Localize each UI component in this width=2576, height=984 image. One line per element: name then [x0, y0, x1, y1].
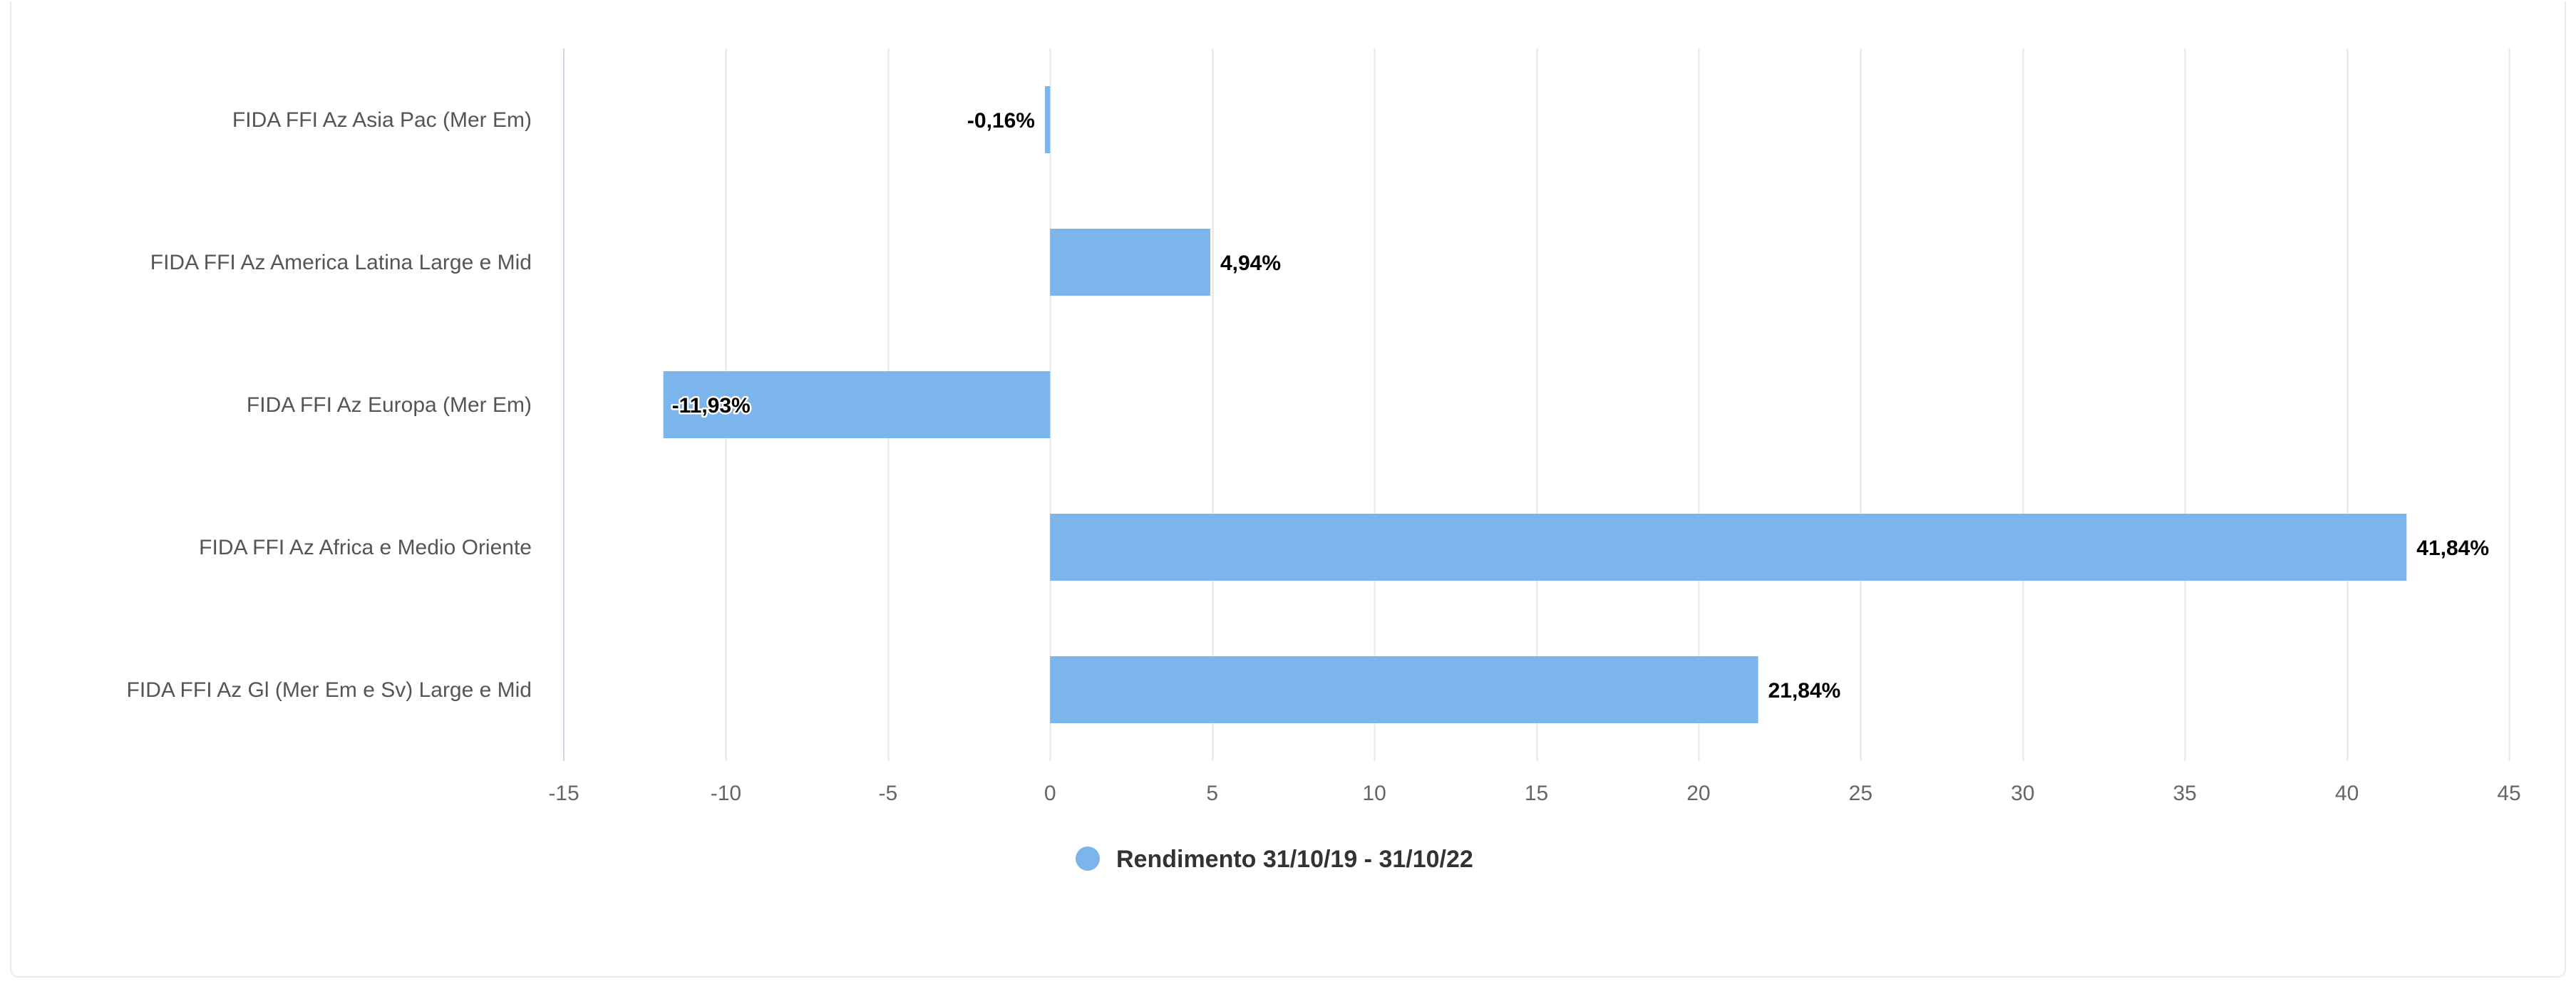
category-label: FIDA FFI Az Europa (Mer Em): [247, 393, 532, 417]
data-label: 21,84%: [1768, 679, 1841, 703]
bar: [1050, 514, 2407, 581]
category-label: FIDA FFI Az Gl (Mer Em e Sv) Large e Mid: [127, 678, 532, 702]
x-tick-label: 45: [2497, 782, 2520, 805]
x-tick-label: 5: [1206, 782, 1218, 805]
x-tick-label: 0: [1044, 782, 1056, 805]
x-tick-label: -10: [711, 782, 741, 805]
data-label: 41,84%: [2416, 537, 2489, 560]
category-label: FIDA FFI Az Africa e Medio Oriente: [199, 536, 532, 559]
bar: [663, 371, 1051, 438]
category-label: FIDA FFI Az America Latina Large e Mid: [150, 251, 532, 274]
data-label: -0,16%: [967, 109, 1035, 133]
x-axis-tick-labels: -15 -10 -5 0 5 10 15 20 25 30 35 40 45: [548, 782, 2520, 805]
data-labels: -0,16% 4,94% -11,93% 41,84% 21,84%: [670, 109, 2489, 703]
bar: [1050, 656, 1758, 723]
x-tick-label: 25: [1849, 782, 1872, 805]
x-tick-label: 30: [2011, 782, 2034, 805]
x-tick-label: 10: [1362, 782, 1386, 805]
chart-card: [10, 1, 2566, 978]
legend-item-label[interactable]: Rendimento 31/10/19 - 31/10/22: [1116, 846, 1473, 873]
category-labels: FIDA FFI Az Asia Pac (Mer Em) FIDA FFI Az…: [127, 108, 532, 702]
x-tick-label: 20: [1686, 782, 1710, 805]
data-label: -11,93%: [672, 394, 751, 418]
x-tick-label: -15: [548, 782, 579, 805]
legend-marker[interactable]: [1076, 846, 1100, 871]
x-tick-label: 35: [2173, 782, 2196, 805]
x-tick-label: 40: [2335, 782, 2359, 805]
x-tick-label: -5: [878, 782, 897, 805]
legend[interactable]: Rendimento 31/10/19 - 31/10/22: [1076, 846, 1473, 873]
bar: [1050, 229, 1210, 296]
category-label: FIDA FFI Az Asia Pac (Mer Em): [232, 108, 532, 132]
bar: [1044, 86, 1051, 153]
data-label: 4,94%: [1220, 252, 1281, 275]
x-tick-label: 15: [1525, 782, 1548, 805]
bars: [663, 86, 2407, 723]
